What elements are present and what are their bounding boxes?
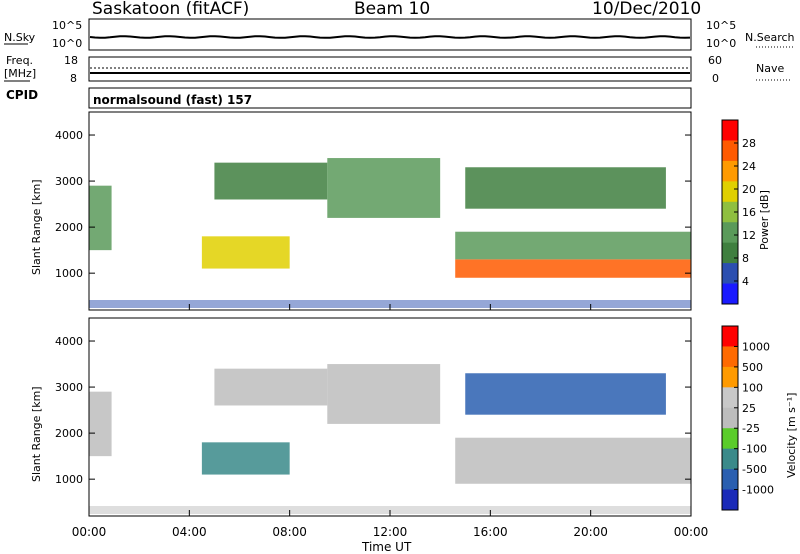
noise-right-tick-top: 10^5 bbox=[706, 19, 736, 32]
freq-left-tick-bottom: 8 bbox=[70, 72, 77, 85]
velocity-colorbar-swatch bbox=[722, 326, 738, 347]
x-tick-label: 16:00 bbox=[473, 525, 508, 539]
velocity-colorbar-swatch bbox=[722, 387, 738, 409]
power-ytick-label: 4000 bbox=[55, 129, 83, 142]
velocity-echo-region bbox=[327, 364, 441, 424]
velocity-ytick-label: 4000 bbox=[55, 335, 83, 348]
velocity-colorbar-tick: -100 bbox=[742, 443, 767, 456]
power-colorbar-tick: 28 bbox=[742, 137, 756, 150]
power-echo-region bbox=[455, 231, 691, 260]
noise-search-label: N.Search bbox=[745, 31, 795, 44]
velocity-panel: 1000 2000 3000 4000 Slant Range [km] 1000 50… bbox=[30, 304, 798, 554]
velocity-echo-region bbox=[89, 391, 112, 457]
velocity-colorbar-tick: 1000 bbox=[742, 340, 770, 353]
velocity-colorbar-swatch bbox=[722, 366, 738, 388]
freq-label-line2: [MHz] bbox=[4, 67, 36, 80]
power-colorbar-tick: 24 bbox=[742, 160, 756, 173]
freq-right-tick-bottom: 0 bbox=[712, 72, 719, 85]
power-panel: 1000 2000 3000 4000 Slant Range [km] 28 24 20… bbox=[30, 111, 771, 311]
power-colorbar-tick: 16 bbox=[742, 206, 756, 219]
power-ytick-label: 1000 bbox=[55, 267, 83, 280]
x-tick-label: 00:00 bbox=[674, 525, 709, 539]
velocity-colorbar-tick: -1000 bbox=[742, 484, 774, 497]
power-ytick-label: 3000 bbox=[55, 175, 83, 188]
x-axis-label: Time UT bbox=[361, 540, 412, 554]
power-data-layer bbox=[89, 158, 691, 308]
velocity-echo-region bbox=[455, 437, 691, 484]
power-colorbar-tick: 20 bbox=[742, 183, 756, 196]
power-echo-region bbox=[201, 236, 290, 269]
power-colorbar-swatch bbox=[722, 181, 738, 203]
power-echo-region bbox=[214, 162, 328, 200]
power-colorbar: 28 24 20 16 12 8 4 bbox=[721, 119, 756, 305]
power-colorbar-swatch bbox=[722, 242, 738, 264]
velocity-colorbar: 1000 500 100 25 -25 -100 -500 -1000 bbox=[721, 325, 774, 511]
power-ytick-label: 2000 bbox=[55, 221, 83, 234]
noise-sky-trace bbox=[89, 35, 691, 39]
power-echo-region bbox=[327, 158, 441, 218]
cpid-mode: normalsound (fast) 157 bbox=[93, 93, 252, 107]
velocity-colorbar-swatch bbox=[722, 469, 738, 491]
station-title: Saskatoon (fitACF) bbox=[92, 0, 249, 19]
noise-sky-label: N.Sky bbox=[4, 31, 36, 44]
velocity-colorbar-tick: -25 bbox=[742, 422, 760, 435]
velocity-colorbar-swatch bbox=[722, 428, 738, 450]
velocity-colorbar-swatch bbox=[722, 448, 738, 470]
velocity-ytick-label: 3000 bbox=[55, 381, 83, 394]
power-colorbar-swatch bbox=[722, 283, 738, 305]
power-ylabel: Slant Range [km] bbox=[30, 179, 43, 275]
noise-right-tick-bottom: 10^0 bbox=[706, 37, 736, 50]
velocity-colorbar-swatch bbox=[722, 489, 738, 511]
power-echo-region bbox=[455, 259, 691, 278]
power-colorbar-tick: 12 bbox=[742, 229, 756, 242]
power-colorbar-tick: 8 bbox=[742, 252, 749, 265]
nave-label: Nave bbox=[756, 62, 784, 75]
noise-left-tick-bottom: 10^0 bbox=[52, 37, 82, 50]
power-colorbar-label: Power [dB] bbox=[758, 190, 771, 250]
velocity-ytick-label: 2000 bbox=[55, 427, 83, 440]
velocity-colorbar-tick: 25 bbox=[742, 402, 756, 415]
velocity-colorbar-label: Velocity [m s⁻¹] bbox=[785, 393, 798, 478]
power-echo-region bbox=[89, 185, 112, 251]
power-colorbar-swatch bbox=[722, 120, 738, 141]
velocity-echo-region bbox=[465, 373, 666, 415]
noise-left-tick-top: 10^5 bbox=[52, 19, 82, 32]
x-tick-label: 20:00 bbox=[573, 525, 608, 539]
power-colorbar-swatch bbox=[722, 140, 738, 162]
noise-panel: N.Sky 10^5 10^0 10^5 10^0 N.Search bbox=[4, 18, 795, 51]
beam-title: Beam 10 bbox=[354, 0, 430, 19]
x-tick-label: 12:00 bbox=[373, 525, 408, 539]
date-title: 10/Dec/2010 bbox=[592, 0, 701, 19]
x-tick-label: 04:00 bbox=[172, 525, 207, 539]
power-colorbar-swatch bbox=[722, 263, 738, 285]
velocity-echo-region bbox=[214, 368, 328, 406]
velocity-colorbar-tick: 500 bbox=[742, 361, 763, 374]
velocity-echo-region bbox=[201, 442, 290, 475]
velocity-ylabel: Slant Range [km] bbox=[30, 386, 43, 482]
cpid-label: CPID bbox=[6, 88, 38, 102]
freq-left-tick-top: 18 bbox=[64, 54, 78, 67]
velocity-colorbar-swatch bbox=[722, 346, 738, 368]
velocity-colorbar-tick: -500 bbox=[742, 463, 767, 476]
power-colorbar-swatch bbox=[722, 201, 738, 223]
power-colorbar-tick: 4 bbox=[742, 275, 749, 288]
velocity-ytick-label: 1000 bbox=[55, 473, 83, 486]
velocity-colorbar-tick: 100 bbox=[742, 381, 763, 394]
power-colorbar-swatch bbox=[722, 160, 738, 182]
x-tick-label: 00:00 bbox=[72, 525, 107, 539]
freq-label-line1: Freq. bbox=[6, 54, 33, 67]
velocity-colorbar-swatch bbox=[722, 407, 738, 429]
freq-panel: Freq. [MHz] 18 8 60 0 Nave bbox=[4, 54, 790, 85]
freq-right-tick-top: 60 bbox=[708, 54, 722, 67]
velocity-data-layer bbox=[89, 364, 691, 514]
power-colorbar-swatch bbox=[722, 222, 738, 244]
x-tick-label: 08:00 bbox=[272, 525, 307, 539]
power-echo-region bbox=[465, 167, 666, 209]
